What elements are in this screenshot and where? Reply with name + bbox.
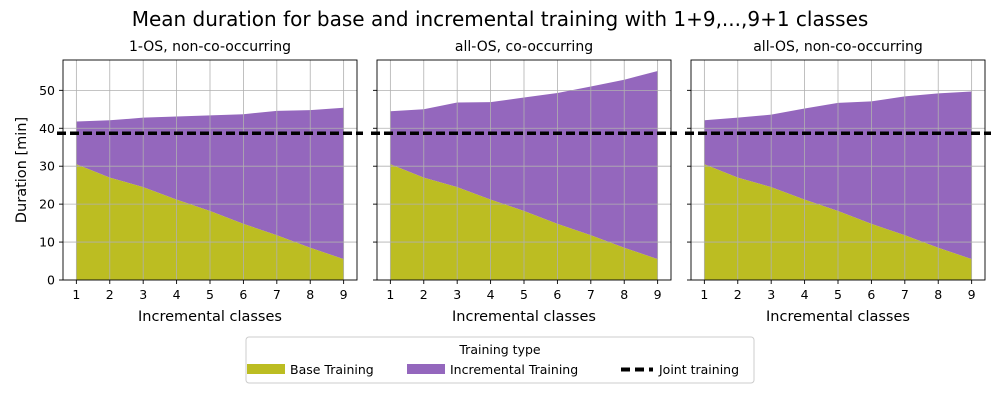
x-tick-label: 9 [654, 287, 662, 302]
x-tick-label: 9 [968, 287, 976, 302]
x-tick-label: 4 [801, 287, 809, 302]
x-axis-label: Incremental classes [452, 309, 596, 325]
x-tick-label: 6 [239, 287, 247, 302]
y-axis-label: Duration [min] [14, 117, 30, 223]
x-tick-label: 2 [420, 287, 428, 302]
panel-1: 1 2 3 4 5 6 7 8 9 0 10 20 30 40 50 1-OS, non-co-occurri… [14, 39, 363, 325]
x-tick-label: 5 [206, 287, 214, 302]
panel-title: all-OS, co-occurring [455, 39, 593, 55]
x-tick-label: 1 [700, 287, 708, 302]
x-tick-label: 2 [106, 287, 114, 302]
legend-swatch-incremental-training [407, 364, 445, 374]
legend-label-joint-training: Joint training [658, 362, 739, 377]
x-tick-label: 4 [487, 287, 495, 302]
panels: 1 2 3 4 5 6 7 8 9 0 10 20 30 40 50 1-OS, non-co-occurri… [14, 39, 991, 325]
x-tick-label: 8 [306, 287, 314, 302]
x-tick-label: 8 [934, 287, 942, 302]
panel-3: 1 2 3 4 5 6 7 8 9 all-OS, non-co-occurring Increme… [685, 39, 991, 325]
x-tick-label: 6 [867, 287, 875, 302]
legend-label-incremental-training: Incremental Training [450, 362, 578, 377]
x-tick-label: 3 [139, 287, 147, 302]
x-tick-label: 9 [340, 287, 348, 302]
x-tick-label: 7 [273, 287, 281, 302]
x-tick-label: 7 [587, 287, 595, 302]
x-axis-label: Incremental classes [766, 309, 910, 325]
panel-title: all-OS, non-co-occurring [753, 39, 923, 55]
x-axis-label: Incremental classes [138, 309, 282, 325]
legend-title: Training type [458, 342, 541, 357]
x-tick-label: 2 [734, 287, 742, 302]
x-tick-label: 3 [767, 287, 775, 302]
x-tick-label: 4 [173, 287, 181, 302]
y-tick-label: 40 [39, 121, 55, 136]
y-tick-label: 30 [39, 159, 55, 174]
x-tick-label: 7 [901, 287, 909, 302]
x-tick-label: 5 [520, 287, 528, 302]
x-tick-label: 3 [453, 287, 461, 302]
legend-label-base-training: Base Training [290, 362, 374, 377]
x-tick-label: 8 [620, 287, 628, 302]
panel-2: 1 2 3 4 5 6 7 8 9 all-OS, co-occurring Incremental… [371, 39, 677, 325]
y-tick-label: 10 [39, 235, 55, 250]
panel-title: 1-OS, non-co-occurring [129, 39, 291, 55]
y-tick-label: 20 [39, 197, 55, 212]
legend: Training type Base Training Incremental … [245, 336, 755, 384]
legend-swatch-base-training [247, 364, 285, 374]
x-tick-label: 1 [386, 287, 394, 302]
x-tick-label: 1 [72, 287, 80, 302]
figure-title: Mean duration for base and incremental t… [132, 7, 869, 31]
y-tick-label: 0 [47, 273, 55, 288]
x-tick-label: 5 [834, 287, 842, 302]
y-tick-label: 50 [39, 83, 55, 98]
x-tick-label: 6 [553, 287, 561, 302]
